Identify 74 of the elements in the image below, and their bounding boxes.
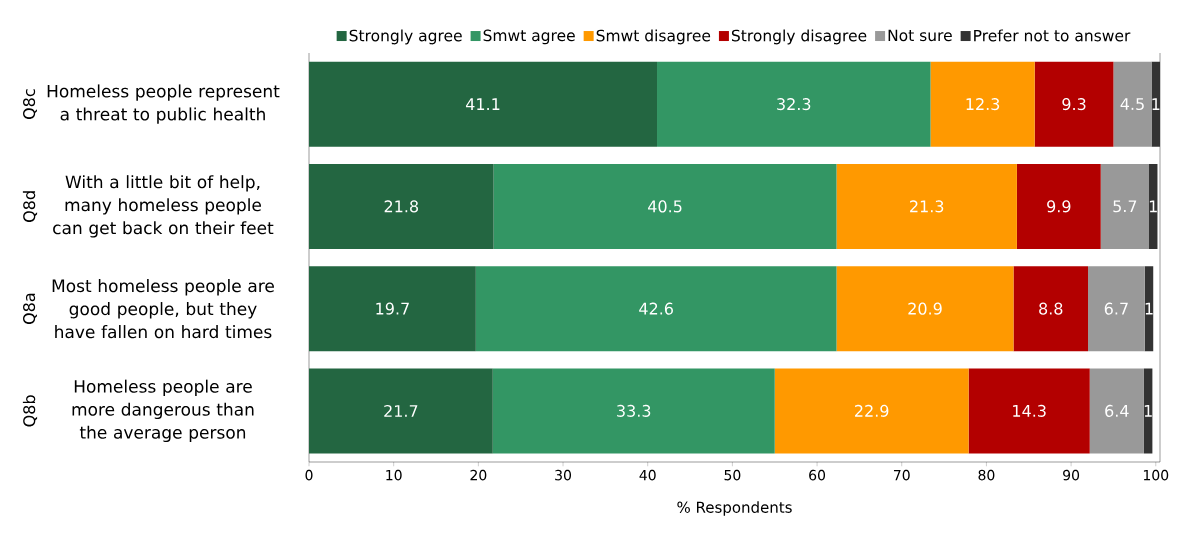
bar: [1143, 368, 1153, 454]
bar: [1151, 61, 1161, 147]
bar: [309, 368, 493, 454]
y-tick-label: With a little bit of help, many homeless people can get back on their feet: [53, 175, 274, 238]
y-tick-label: Most homeless people are good people, but they have fallen on hard times: [52, 279, 274, 339]
data-label: 9.3: [1062, 98, 1086, 111]
text: Q8c: [23, 89, 37, 120]
data-label: 33.3: [617, 404, 651, 417]
bar: [475, 266, 837, 352]
bar: [836, 266, 1014, 352]
data-label: 19.7: [376, 302, 409, 315]
data-label: 22.9: [855, 404, 889, 417]
data-label: 4.5: [1120, 98, 1144, 111]
text: Q8a: [23, 293, 37, 325]
data-label: 6.4: [1105, 404, 1129, 417]
data-label: 42.6: [639, 302, 673, 315]
x-tick-label: 60: [809, 469, 826, 481]
data-label: 6.7: [1104, 302, 1128, 315]
bar: [309, 266, 476, 352]
x-tick-label: 70: [893, 469, 910, 481]
bar: [309, 61, 658, 147]
bar: [930, 61, 1035, 147]
x-tick-label: 20: [470, 469, 487, 481]
bar: [1016, 163, 1101, 249]
bar: [657, 61, 931, 147]
x-tick-label: 100: [1143, 469, 1169, 481]
data-label: 40.5: [648, 200, 682, 213]
x-tick-label: 50: [724, 469, 741, 481]
legend-label: Strongly disagree: [731, 29, 867, 45]
bar: [492, 368, 775, 454]
text: Q8d: [22, 191, 38, 222]
x-tick-label: 30: [555, 469, 572, 481]
x-tick-label: 80: [978, 469, 995, 481]
bar: [1113, 61, 1152, 147]
data-label: 21.3: [910, 200, 944, 213]
legend-label: Smwt agree: [483, 29, 575, 45]
data-label: 32.3: [777, 98, 811, 111]
data-label: 12.3: [966, 98, 1000, 111]
data-label: 1: [1145, 302, 1153, 315]
text: Q8b: [22, 395, 38, 427]
legend-label: Not sure: [888, 29, 952, 42]
bar: [1100, 163, 1149, 249]
bar: [1144, 266, 1154, 352]
data-label: 21.8: [384, 200, 419, 213]
bar: [774, 368, 969, 454]
data-label: 14.3: [1013, 404, 1046, 417]
data-label: 21.7: [384, 404, 418, 417]
bar: [493, 163, 837, 249]
data-label: 8.8: [1039, 302, 1063, 315]
x-tick-label: 40: [639, 469, 656, 481]
data-label: 20.9: [908, 302, 942, 315]
data-label: 9.9: [1047, 200, 1071, 213]
x-axis-title: % Respondents: [677, 501, 792, 516]
data-label: 1: [1152, 98, 1160, 110]
data-label: 1: [1149, 200, 1157, 213]
bar: [1034, 61, 1114, 147]
y-tick-label: Homeless people are more dangerous than the average person: [72, 379, 254, 443]
data-label: 1: [1144, 405, 1152, 417]
x-tick-label: 10: [386, 469, 402, 481]
bar: [1013, 266, 1089, 352]
legend-label: Prefer not to answer: [974, 29, 1131, 42]
bar: [1089, 368, 1144, 454]
y-tick-label: Homeless people represent a threat to public health: [47, 84, 280, 124]
bar: [1149, 163, 1158, 249]
data-label: 5.7: [1113, 200, 1137, 213]
legend-label: Strongly agree: [349, 29, 462, 45]
bar: [309, 163, 494, 249]
bar: [968, 368, 1090, 454]
x-tick-label: 0: [305, 469, 313, 481]
bar: [836, 163, 1017, 249]
bar: [1088, 266, 1145, 352]
legend-label: Smwt disagree: [596, 29, 711, 45]
data-label: 41.1: [465, 98, 500, 110]
x-tick-label: 90: [1063, 469, 1080, 481]
